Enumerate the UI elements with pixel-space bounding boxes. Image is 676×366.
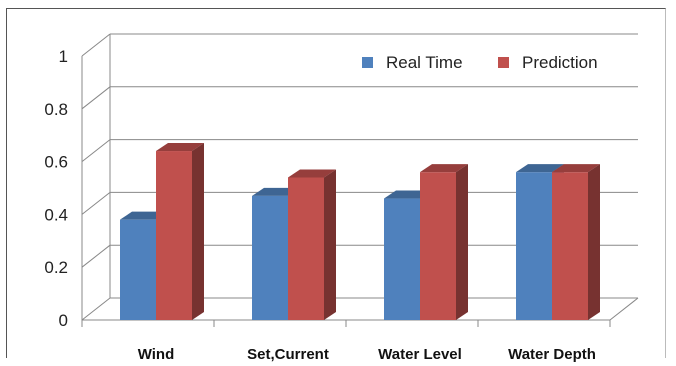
gridline-side — [81, 33, 111, 57]
bar-front — [156, 151, 192, 320]
gridline-side — [81, 244, 111, 268]
legend-item: Real Time — [362, 53, 463, 72]
bar-prediction — [288, 169, 336, 320]
gridline-side — [81, 139, 111, 162]
legend: Real Time Prediction — [362, 53, 598, 72]
bar-top — [288, 169, 336, 178]
y-tick-label: 0.6 — [44, 153, 68, 172]
bar-top — [156, 143, 204, 152]
y-tick-label: 0 — [59, 311, 68, 330]
gridline-side — [81, 86, 111, 110]
bar-prediction — [552, 164, 600, 320]
bar-side — [324, 169, 336, 320]
x-category-label: Set,Current — [247, 346, 329, 363]
x-category-label: Water Level — [378, 346, 462, 363]
bar-front — [552, 172, 588, 320]
bar-prediction — [156, 143, 204, 320]
y-tick-labels: 0 0.2 0.4 0.6 0.8 1 — [44, 47, 68, 330]
bar-front — [384, 198, 420, 320]
bar-front — [516, 172, 552, 320]
bar-front — [288, 177, 324, 320]
gridline-side — [81, 192, 111, 215]
bar-side — [192, 143, 204, 320]
bar-side — [588, 164, 600, 320]
chart-frame — [6, 8, 666, 358]
bar-front — [420, 172, 456, 320]
y-tick-label: 0.4 — [44, 205, 68, 224]
x-category-label: Water Depth — [508, 346, 596, 363]
legend-item: Prediction — [498, 53, 598, 72]
floor-edge — [609, 297, 639, 321]
bar-front — [252, 195, 288, 320]
gridline-side — [81, 297, 111, 321]
y-tick-label: 0.8 — [44, 100, 68, 119]
bar-prediction — [420, 164, 468, 320]
bar-top — [420, 164, 468, 173]
bar-top — [552, 164, 600, 173]
x-category-label: Wind — [138, 346, 175, 363]
y-tick-label: 0.2 — [44, 258, 68, 277]
bar-top — [516, 164, 564, 173]
bar-front — [120, 219, 156, 320]
bar-side — [456, 164, 468, 320]
legend-swatch — [498, 57, 509, 68]
x-category-labels: Wind Set,Current Water Level Water Depth — [138, 346, 596, 363]
bars — [120, 143, 600, 320]
legend-swatch — [362, 57, 373, 68]
legend-label: Real Time — [386, 53, 463, 72]
y-tick-label: 1 — [59, 47, 68, 66]
legend-label: Prediction — [522, 53, 598, 72]
